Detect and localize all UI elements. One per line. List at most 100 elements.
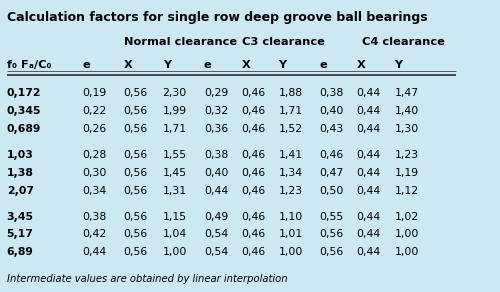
Text: X: X bbox=[124, 60, 132, 70]
Text: 0,56: 0,56 bbox=[124, 230, 148, 239]
Text: 1,99: 1,99 bbox=[162, 106, 187, 116]
Text: 0,38: 0,38 bbox=[82, 212, 106, 222]
Text: 0,42: 0,42 bbox=[82, 230, 106, 239]
Text: 0,56: 0,56 bbox=[124, 150, 148, 160]
Text: 0,54: 0,54 bbox=[204, 247, 228, 257]
Text: Y: Y bbox=[394, 60, 402, 70]
Text: 0,50: 0,50 bbox=[320, 186, 344, 196]
Text: 0,172: 0,172 bbox=[6, 88, 41, 98]
Text: 3,45: 3,45 bbox=[6, 212, 34, 222]
Text: 1,38: 1,38 bbox=[6, 168, 34, 178]
Text: 1,02: 1,02 bbox=[394, 212, 418, 222]
Text: 2,30: 2,30 bbox=[162, 88, 187, 98]
Text: 1,00: 1,00 bbox=[394, 247, 419, 257]
Text: 2,07: 2,07 bbox=[6, 186, 34, 196]
Text: 0,40: 0,40 bbox=[320, 106, 344, 116]
Text: Calculation factors for single row deep groove ball bearings: Calculation factors for single row deep … bbox=[6, 11, 428, 24]
Text: 0,46: 0,46 bbox=[242, 212, 266, 222]
Text: Y: Y bbox=[162, 60, 171, 70]
Text: 0,29: 0,29 bbox=[204, 88, 228, 98]
Text: 0,54: 0,54 bbox=[204, 230, 228, 239]
Text: e: e bbox=[320, 60, 328, 70]
Text: 0,38: 0,38 bbox=[320, 88, 344, 98]
Text: 1,45: 1,45 bbox=[162, 168, 187, 178]
Text: 1,30: 1,30 bbox=[394, 124, 418, 134]
Text: 0,38: 0,38 bbox=[204, 150, 228, 160]
Text: 0,46: 0,46 bbox=[242, 247, 266, 257]
Text: 0,55: 0,55 bbox=[320, 212, 344, 222]
Text: 0,46: 0,46 bbox=[242, 124, 266, 134]
Text: 0,44: 0,44 bbox=[82, 247, 106, 257]
Text: 0,44: 0,44 bbox=[356, 168, 380, 178]
Text: 0,22: 0,22 bbox=[82, 106, 106, 116]
Text: 0,47: 0,47 bbox=[320, 168, 344, 178]
Text: 1,03: 1,03 bbox=[6, 150, 34, 160]
Text: 0,43: 0,43 bbox=[320, 124, 344, 134]
Text: 0,26: 0,26 bbox=[82, 124, 106, 134]
Text: C4 clearance: C4 clearance bbox=[362, 37, 445, 47]
Text: 0,46: 0,46 bbox=[242, 88, 266, 98]
Text: 1,71: 1,71 bbox=[162, 124, 187, 134]
Text: 1,23: 1,23 bbox=[394, 150, 418, 160]
Text: 0,46: 0,46 bbox=[242, 168, 266, 178]
Text: 1,34: 1,34 bbox=[278, 168, 302, 178]
Text: 0,56: 0,56 bbox=[124, 212, 148, 222]
Text: 1,15: 1,15 bbox=[162, 212, 187, 222]
Text: 0,56: 0,56 bbox=[320, 230, 344, 239]
Text: 0,44: 0,44 bbox=[356, 230, 380, 239]
Text: 1,10: 1,10 bbox=[278, 212, 302, 222]
Text: 1,71: 1,71 bbox=[278, 106, 302, 116]
Text: 0,28: 0,28 bbox=[82, 150, 106, 160]
Text: 0,56: 0,56 bbox=[320, 247, 344, 257]
Text: 0,19: 0,19 bbox=[82, 88, 106, 98]
Text: Intermediate values are obtained by linear interpolation: Intermediate values are obtained by line… bbox=[6, 274, 288, 284]
Text: 0,44: 0,44 bbox=[356, 212, 380, 222]
Text: 0,56: 0,56 bbox=[124, 247, 148, 257]
Text: 0,46: 0,46 bbox=[242, 106, 266, 116]
Text: 0,44: 0,44 bbox=[356, 124, 380, 134]
Text: 0,44: 0,44 bbox=[356, 106, 380, 116]
Text: 0,44: 0,44 bbox=[204, 186, 228, 196]
Text: 1,55: 1,55 bbox=[162, 150, 187, 160]
Text: Y: Y bbox=[278, 60, 286, 70]
Text: 1,00: 1,00 bbox=[278, 247, 302, 257]
Text: C3 clearance: C3 clearance bbox=[242, 37, 324, 47]
Text: 0,32: 0,32 bbox=[204, 106, 228, 116]
Text: 0,49: 0,49 bbox=[204, 212, 228, 222]
Text: 0,56: 0,56 bbox=[124, 168, 148, 178]
Text: 0,56: 0,56 bbox=[124, 186, 148, 196]
Text: 0,56: 0,56 bbox=[124, 124, 148, 134]
Text: 0,36: 0,36 bbox=[204, 124, 228, 134]
Text: 0,345: 0,345 bbox=[6, 106, 41, 116]
Text: f₀ Fₐ/C₀: f₀ Fₐ/C₀ bbox=[6, 60, 51, 70]
Text: 5,17: 5,17 bbox=[6, 230, 34, 239]
Text: 0,46: 0,46 bbox=[320, 150, 344, 160]
Text: 1,88: 1,88 bbox=[278, 88, 302, 98]
Text: 6,89: 6,89 bbox=[6, 247, 34, 257]
Text: 1,00: 1,00 bbox=[394, 230, 419, 239]
Text: 1,47: 1,47 bbox=[394, 88, 418, 98]
Text: 0,689: 0,689 bbox=[6, 124, 41, 134]
Text: 1,19: 1,19 bbox=[394, 168, 418, 178]
Text: e: e bbox=[204, 60, 212, 70]
Text: 0,46: 0,46 bbox=[242, 150, 266, 160]
Text: 0,44: 0,44 bbox=[356, 150, 380, 160]
Text: 1,04: 1,04 bbox=[162, 230, 187, 239]
Text: X: X bbox=[356, 60, 365, 70]
Text: 0,44: 0,44 bbox=[356, 247, 380, 257]
Text: 1,31: 1,31 bbox=[162, 186, 187, 196]
Text: X: X bbox=[242, 60, 250, 70]
Text: 0,56: 0,56 bbox=[124, 88, 148, 98]
Text: 0,34: 0,34 bbox=[82, 186, 106, 196]
Text: 0,44: 0,44 bbox=[356, 88, 380, 98]
Text: 0,56: 0,56 bbox=[124, 106, 148, 116]
Text: 0,30: 0,30 bbox=[82, 168, 107, 178]
Text: e: e bbox=[82, 60, 90, 70]
Text: 1,00: 1,00 bbox=[162, 247, 187, 257]
Text: 0,44: 0,44 bbox=[356, 186, 380, 196]
Text: Normal clearance: Normal clearance bbox=[124, 37, 237, 47]
Text: 0,46: 0,46 bbox=[242, 186, 266, 196]
Text: 0,46: 0,46 bbox=[242, 230, 266, 239]
Text: 0,40: 0,40 bbox=[204, 168, 229, 178]
Text: 1,41: 1,41 bbox=[278, 150, 302, 160]
